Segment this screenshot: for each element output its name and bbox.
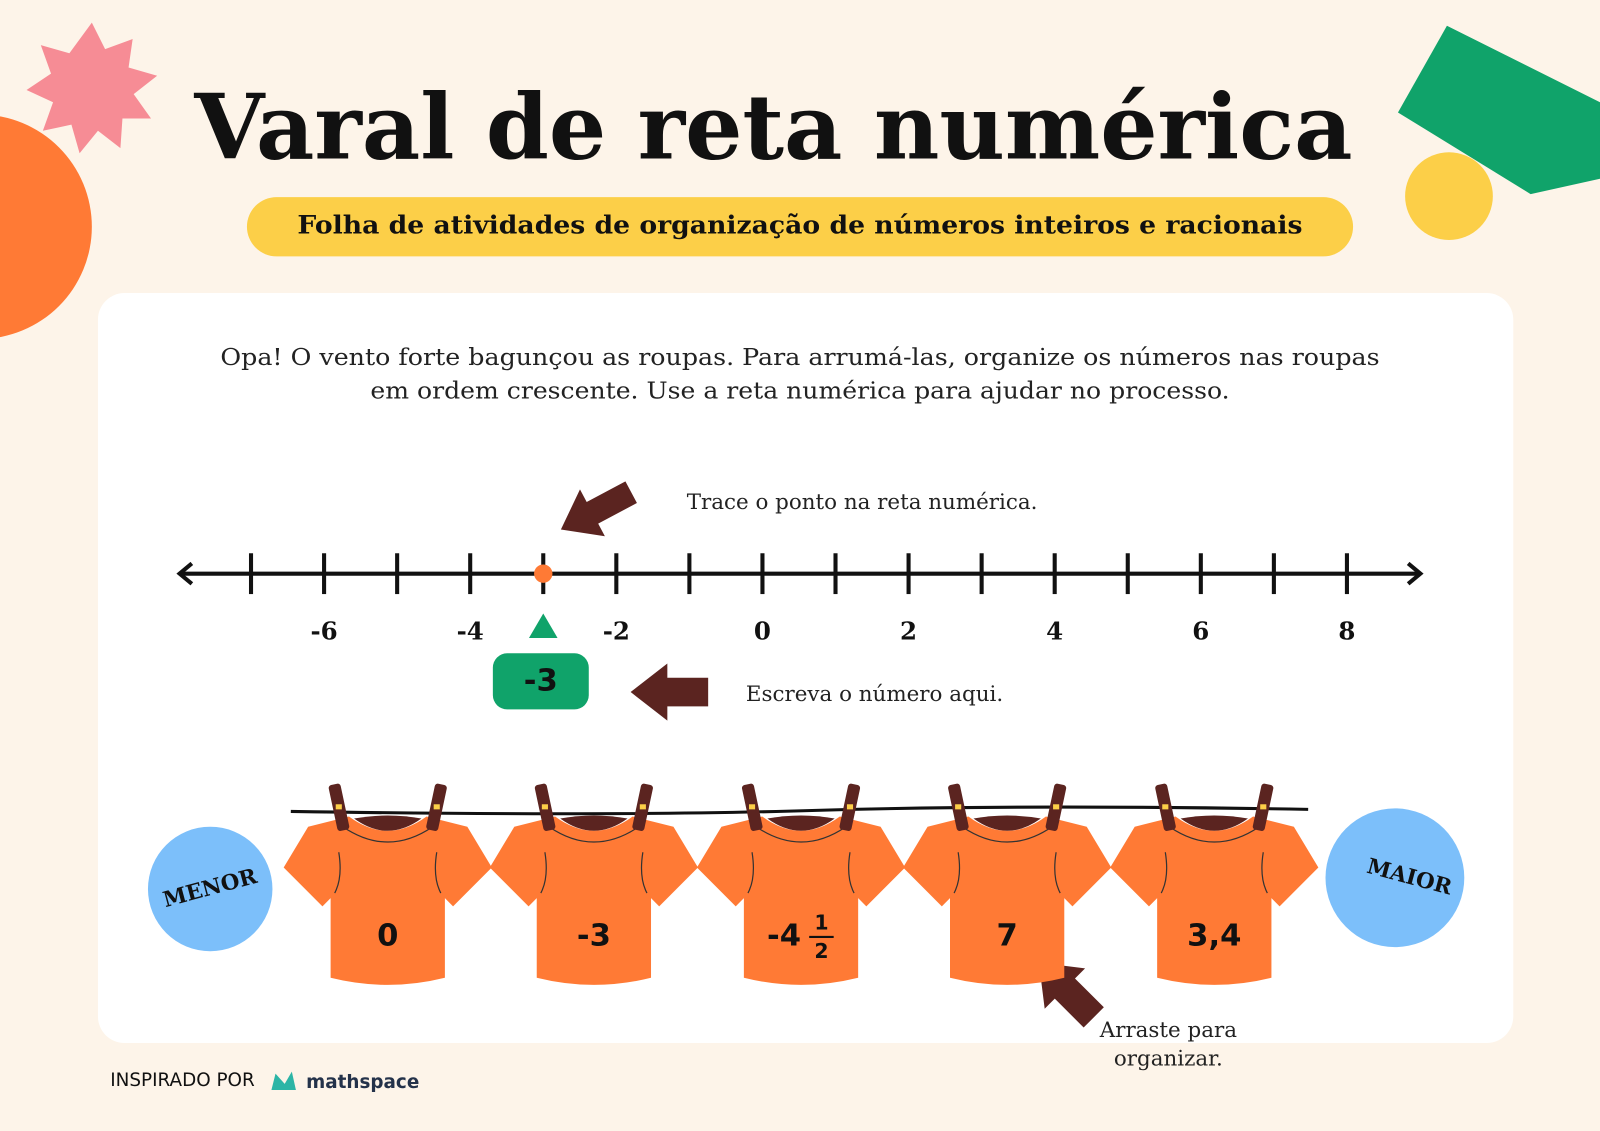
shirt[interactable]: -3 (489, 783, 698, 985)
annotation: Arraste para (1099, 1018, 1237, 1043)
fraction-denominator: 2 (814, 939, 828, 963)
clothespin-spring (1260, 804, 1267, 810)
annotation: organizar. (1114, 1046, 1223, 1071)
shirt[interactable]: 3,4 (1110, 783, 1319, 985)
pink-star (26, 22, 158, 154)
plotted-point (534, 564, 553, 583)
shirt-collar (560, 815, 628, 831)
clothespin-spring (846, 804, 854, 810)
instruction-line: em ordem crescente. Use a reta numérica … (370, 377, 1229, 405)
shirt-number: 7 (996, 918, 1017, 953)
menor-circle (147, 826, 273, 952)
subtitle: Folha de atividades de organização de nú… (297, 211, 1302, 241)
axis-arrow-right (1406, 561, 1424, 586)
shirt-seam (334, 826, 442, 894)
shirt-seam (747, 826, 855, 894)
shirt[interactable]: 7 (903, 783, 1112, 985)
shirt-number: 0 (377, 918, 398, 953)
arrow (560, 481, 637, 537)
subtitle-pill (246, 197, 1354, 257)
clothespin-spring (639, 804, 646, 810)
annotation: Trace o ponto na reta numérica. (687, 490, 1038, 515)
arrow (630, 663, 709, 721)
tick-label: 8 (1338, 616, 1355, 645)
clothespin-spring (1162, 804, 1169, 810)
shirt-number-whole: -4 (767, 918, 801, 953)
shirt-collar (1180, 815, 1248, 831)
tick-label: -6 (310, 616, 337, 645)
answer: -3 (524, 663, 558, 698)
orange-circle (0, 116, 92, 338)
instruction-line: Opa! O vento forte bagunçou as roupas. P… (220, 343, 1379, 371)
title: Varal de reta numérica (193, 75, 1352, 180)
answer-box[interactable] (492, 653, 589, 710)
shirt-number: -3 (577, 918, 611, 953)
number-line: -6 -4 -2 0 2 4 6 8 (176, 553, 1424, 645)
axis-arrow-left (176, 561, 194, 586)
green-shape (1397, 25, 1600, 195)
tick-label: 0 (754, 616, 771, 645)
tick-label: 4 (1046, 616, 1063, 645)
brand: mathspace (306, 1072, 419, 1093)
clothespin-spring (748, 804, 756, 810)
yellow-circle (1405, 152, 1493, 240)
point-marker (528, 613, 558, 638)
clothespin-spring (1053, 804, 1060, 810)
fraction-numerator: 1 (814, 911, 828, 935)
shirt-number: 3,4 (1187, 918, 1241, 953)
clothesline (290, 805, 1309, 816)
shirt-collar (767, 815, 835, 831)
clothespin-spring (955, 804, 962, 810)
credit: INSPIRADO POR (110, 1070, 255, 1091)
shirt-seam (953, 826, 1061, 894)
tick-label: -4 (457, 616, 484, 645)
shirt[interactable]: 0 (283, 783, 492, 985)
shirt-collar (354, 815, 422, 831)
shirt[interactable]: -4 1 2 (696, 783, 906, 985)
brand-logo (271, 1071, 296, 1090)
tick-label: -2 (603, 616, 630, 645)
clothespin-spring (433, 804, 440, 810)
shirt-collar (973, 815, 1041, 831)
tick-label: 6 (1192, 616, 1209, 645)
shirts: 0 -3 -4 1 2 7 3,4 (283, 783, 1319, 985)
clothespin-spring (541, 804, 548, 810)
shirt-seam (540, 826, 648, 894)
clothespin-spring (335, 804, 342, 810)
shirt-seam (1160, 826, 1268, 894)
tick-label: 2 (900, 616, 917, 645)
maior-circle (1325, 808, 1465, 948)
annotation: Escreva o número aqui. (746, 682, 1003, 707)
